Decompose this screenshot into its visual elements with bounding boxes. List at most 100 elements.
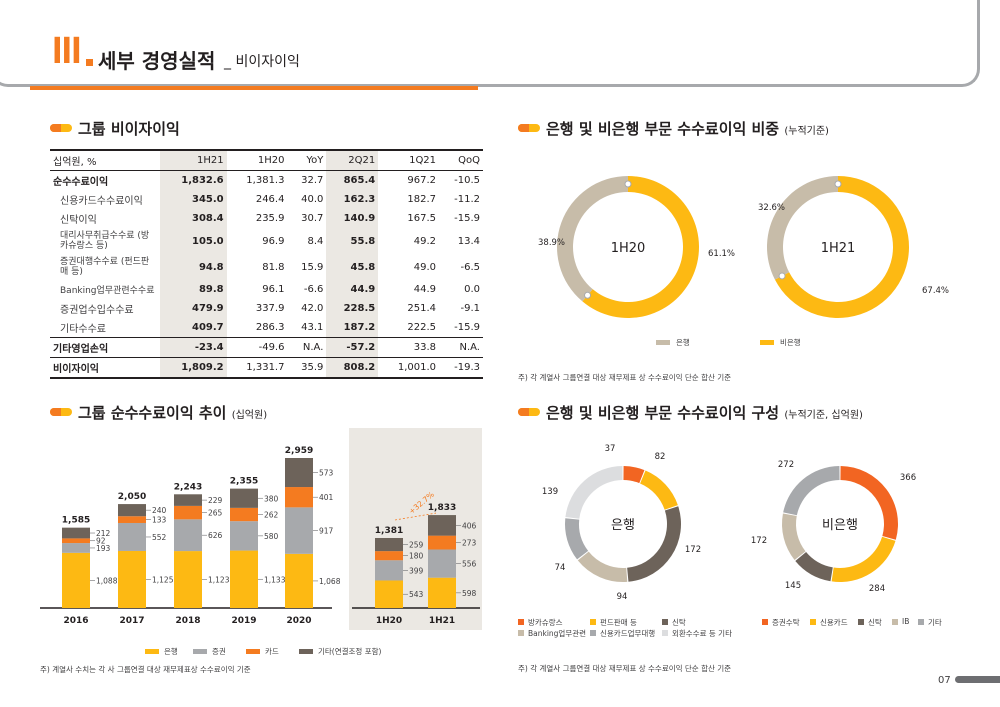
chapter-dot: [86, 59, 93, 66]
data-label: 1,068: [319, 577, 341, 586]
bar-segment-1: [375, 560, 403, 581]
data-label: 240: [152, 506, 167, 515]
bar-segment-2: [285, 487, 313, 508]
header-accent-line: [30, 86, 478, 90]
table-header-cell: 1H20: [226, 149, 288, 171]
legend-label: 비은행: [780, 338, 801, 347]
table-row: 신탁이익 308.4 235.9 30.7 140.9 167.5 -15.9: [50, 209, 483, 228]
section-title-group-nonint: 그룹 비이자이익: [78, 120, 180, 138]
bar-segment-0: [118, 550, 146, 608]
data-label: 272: [778, 460, 794, 470]
table-row: 대리사무취급수수료 (방카슈랑스 등) 105.0 96.9 8.4 55.8 49.2 1…: [50, 228, 483, 254]
data-label: 380: [264, 494, 279, 503]
legend-label: 증권수탁: [772, 618, 800, 627]
legend-label: 증권: [212, 647, 226, 656]
legend-swatch: [662, 619, 668, 625]
donut-segment: [640, 470, 678, 510]
table-header-cell: 십억원, %: [50, 149, 160, 171]
bar-segment-2: [230, 507, 258, 522]
legend-swatch: [518, 630, 524, 636]
table-row: Banking업무관련수수료 89.8 96.1 -6.6 44.9 44.9 0.0: [50, 280, 483, 299]
legend-label: 외환수수료 등 기타: [672, 629, 732, 638]
data-label: 61.1%: [708, 249, 735, 259]
legend-swatch: [762, 619, 768, 625]
composition-donut-chart: 37 82 172 94 74 139 은행 366 284 145 172 272 비은행: [542, 444, 916, 602]
bar-segment-0: [174, 551, 202, 608]
table-header-cell: 1H21: [160, 149, 227, 171]
table-row: 비이자이익 1,809.2 1,331.7 35.9 808.2 1,001.0 -19.3: [50, 357, 483, 379]
data-label: 180: [409, 552, 424, 561]
section-bullet-icon: [50, 124, 72, 132]
ratio-footnote: 주) 각 계열사 그룹연결 대상 재무제표 상 수수료이익 단순 합산 기준: [518, 373, 732, 382]
table-row: 기타수수료 409.7 286.3 43.1 187.2 222.5 -15.9: [50, 318, 483, 338]
table-row: 증권업수입수수료 479.9 337.9 42.0 228.5 251.4 -9.1: [50, 299, 483, 318]
donut-segment-bank: [557, 176, 628, 302]
data-label: 626: [208, 531, 223, 540]
bar-segment-3: [118, 504, 146, 517]
data-label: 1,133: [264, 575, 286, 584]
legend-label: 신용카드: [820, 618, 848, 627]
table-row: 증권대행수수료 (펀드판매 등) 94.8 81.8 15.9 45.8 49.0 -6.5: [50, 254, 483, 280]
section-title-trend: 그룹 순수수료이익 추이 (십억원): [78, 404, 268, 422]
table-header-cell: 1Q21: [378, 149, 440, 171]
donut-marker: [624, 180, 632, 188]
data-label: 406: [462, 521, 477, 530]
data-label: 265: [208, 509, 223, 518]
table-row: 순수수료이익 1,832.6 1,381.3 32.7 865.4 967.2 -10.5: [50, 170, 483, 190]
donut-segment: [840, 466, 898, 540]
data-label: 133: [152, 516, 167, 525]
ratio-donut-chart: 1H20 38.9% 61.1% 1H21 32.6% 67.4%: [538, 176, 949, 318]
data-label: 172: [685, 545, 701, 555]
data-label: 598: [462, 589, 477, 598]
tick-label: 2017: [119, 616, 144, 626]
legend-label: 은행: [676, 338, 690, 347]
header-frame: [0, 0, 980, 87]
legend-label: 신용카드업무대행: [600, 629, 656, 638]
bar-segment-3: [375, 537, 403, 552]
section-bullet-icon: [518, 408, 540, 416]
legend-swatch: [918, 619, 924, 625]
nonint-table: 십억원, % 1H21 1H20 YoY 2Q21 1Q21 QoQ 순수수료이…: [50, 149, 483, 379]
table-header-cell: 2Q21: [326, 149, 379, 171]
legend-swatch: [810, 619, 816, 625]
bar-segment-2: [428, 535, 456, 550]
tick-label: 2020: [286, 616, 311, 626]
table-header-row: 십억원, % 1H21 1H20 YoY 2Q21 1Q21 QoQ: [50, 149, 483, 171]
table-row: 신용카드수수료이익 345.0 246.4 40.0 162.3 182.7 -11.2: [50, 190, 483, 209]
legend-label: IB: [902, 617, 910, 626]
page-title: 세부 경영실적: [98, 49, 216, 73]
data-label: 262: [264, 511, 279, 520]
bar-segment-1: [62, 543, 90, 553]
donut-segment: [795, 552, 833, 582]
table-header-cell: YoY: [287, 149, 327, 171]
data-label: 543: [409, 590, 424, 599]
page-number: 07: [938, 675, 951, 686]
legend-label: 방카슈랑스: [528, 618, 563, 627]
total-label: 2,243: [174, 482, 202, 492]
data-label: 917: [319, 527, 334, 536]
page-number-bar: [955, 676, 1000, 683]
data-label: 399: [409, 566, 424, 575]
legend-label: 기타: [928, 618, 942, 627]
legend-label: 카드: [265, 647, 279, 656]
section-title-composition: 은행 및 비은행 부문 수수료이익 구성 (누적기준, 십억원): [546, 404, 863, 422]
data-label: 74: [555, 563, 566, 573]
bar-segment-1: [230, 521, 258, 551]
legend-label: 펀드판매 등: [600, 618, 637, 627]
bar-segment-1: [285, 507, 313, 554]
donut-segment: [831, 536, 896, 582]
bar-segment-2: [118, 516, 146, 523]
legend-label: Banking업무관련: [528, 629, 587, 638]
legend-swatch: [892, 619, 898, 625]
data-label: 139: [542, 487, 558, 497]
legend-label: 기타(연결조정 포함): [318, 647, 382, 656]
total-label: 2,355: [230, 477, 258, 487]
legend-label: 은행: [164, 647, 178, 656]
legend-swatch-nonbank: [760, 340, 774, 345]
data-label: 229: [208, 496, 223, 505]
data-label: 284: [869, 584, 885, 594]
legend-swatch: [662, 630, 668, 636]
bar-segment-2: [62, 538, 90, 544]
legend-swatch: [518, 619, 524, 625]
